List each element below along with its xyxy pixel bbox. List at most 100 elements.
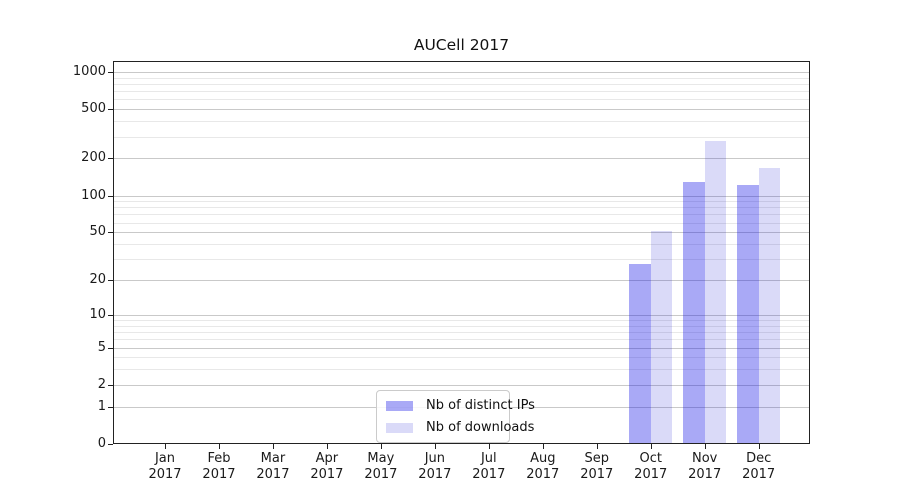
y-tick-mark: [108, 232, 113, 234]
x-tick-label: Mar 2017: [241, 451, 305, 482]
x-tick-label: Oct 2017: [619, 451, 683, 482]
x-tick-month: Nov: [692, 451, 718, 466]
y-tick-label: 200: [81, 150, 106, 166]
legend-item: Nb of distinct IPs: [386, 398, 535, 413]
x-tick-label: Aug 2017: [511, 451, 575, 482]
y-gridline-major: [114, 232, 809, 234]
x-tick-mark: [488, 444, 490, 449]
y-gridline-minor: [114, 207, 809, 209]
y-gridline-major: [114, 280, 809, 282]
y-tick-mark: [108, 406, 113, 408]
y-gridline-minor: [114, 121, 809, 123]
x-tick-month: Apr: [315, 451, 339, 466]
y-gridline-minor: [114, 339, 809, 341]
y-gridline-minor: [114, 99, 809, 101]
x-tick-mark: [272, 444, 274, 449]
y-tick-label: 5: [97, 339, 106, 355]
x-tick-year: 2017: [418, 466, 452, 482]
x-tick-year: 2017: [634, 466, 668, 482]
y-tick-mark: [108, 314, 113, 316]
x-tick-mark: [165, 444, 166, 449]
y-gridline-minor: [114, 259, 809, 261]
bar-downloads-nov: [704, 141, 727, 443]
x-tick-month: Jun: [424, 451, 445, 466]
y-gridline-major: [114, 347, 809, 349]
y-tick-mark: [108, 444, 113, 445]
x-tick-mark: [542, 444, 544, 449]
y-gridline-minor: [114, 332, 809, 334]
x-tick-mark: [326, 444, 328, 449]
x-tick-year: 2017: [742, 466, 776, 482]
x-tick-mark: [758, 444, 760, 449]
x-tick-month: Jan: [154, 451, 176, 466]
x-tick-year: 2017: [688, 466, 722, 482]
x-tick-label: Jun 2017: [403, 451, 467, 482]
bar-downloads-oct: [650, 231, 673, 443]
bar-downloads-dec: [758, 168, 781, 443]
y-gridline-major: [114, 314, 809, 316]
y-gridline-minor: [114, 244, 809, 246]
x-tick-label: Nov 2017: [673, 451, 737, 482]
x-tick-year: 2017: [580, 466, 614, 482]
y-gridline-minor: [114, 91, 809, 93]
x-tick-month: May: [367, 451, 395, 466]
x-tick-label: Dec 2017: [727, 451, 791, 482]
y-gridline-major: [114, 195, 809, 197]
y-gridline-minor: [114, 214, 809, 216]
x-tick-mark: [704, 444, 706, 449]
x-tick-label: Jul 2017: [457, 451, 521, 482]
x-tick-label: Apr 2017: [295, 451, 359, 482]
bar-distinct-ips-oct: [629, 264, 651, 443]
x-tick-mark: [596, 444, 598, 449]
x-tick-month: Oct: [639, 451, 662, 466]
x-tick-mark: [650, 444, 652, 449]
y-tick-mark: [108, 195, 113, 197]
x-tick-mark: [434, 444, 436, 449]
legend-item: Nb of downloads: [386, 420, 534, 435]
y-gridline-minor: [114, 357, 809, 359]
y-gridline-minor: [114, 325, 809, 327]
y-gridline-major: [114, 158, 809, 160]
x-tick-year: 2017: [472, 466, 506, 482]
x-tick-year: 2017: [148, 466, 182, 482]
y-gridline-minor: [114, 136, 809, 138]
x-tick-label: Feb 2017: [187, 451, 251, 482]
y-gridline-major: [114, 384, 809, 386]
legend-swatch-distinct-ips: [386, 400, 413, 411]
y-tick-label: 10: [89, 306, 106, 322]
x-tick-month: Aug: [530, 451, 556, 466]
x-tick-month: Dec: [746, 451, 772, 466]
plot-area: Nb of distinct IPs Nb of downloads: [113, 61, 810, 444]
y-gridline-minor: [114, 369, 809, 371]
x-tick-month: Sep: [584, 451, 609, 466]
x-tick-month: Jul: [480, 451, 497, 466]
y-tick-mark: [108, 280, 113, 282]
y-tick-mark: [108, 384, 113, 386]
x-tick-label: May 2017: [349, 451, 413, 482]
y-gridline-minor: [114, 201, 809, 203]
y-tick-mark: [108, 72, 113, 73]
y-tick-label: 50: [89, 224, 106, 240]
y-gridline-minor: [114, 222, 809, 224]
y-tick-label: 2: [97, 376, 106, 392]
x-tick-mark: [380, 444, 382, 449]
y-tick-label: 500: [81, 101, 106, 117]
legend-label: Nb of downloads: [426, 420, 535, 435]
y-gridline-major: [114, 72, 809, 73]
x-tick-year: 2017: [202, 466, 236, 482]
y-gridline-major: [114, 109, 809, 111]
y-tick-label: 100: [81, 187, 106, 203]
y-tick-mark: [108, 347, 113, 349]
y-gridline-minor: [114, 320, 809, 322]
legend: Nb of distinct IPs Nb of downloads: [376, 390, 535, 443]
x-tick-label: Sep 2017: [565, 451, 629, 482]
x-tick-year: 2017: [364, 466, 398, 482]
x-tick-mark: [218, 444, 220, 449]
bar-distinct-ips-dec: [737, 185, 759, 443]
x-tick-month: Feb: [207, 451, 231, 466]
legend-swatch-downloads: [386, 422, 413, 433]
y-tick-label: 1000: [72, 64, 106, 79]
x-tick-label: Jan 2017: [133, 451, 197, 482]
legend-label: Nb of distinct IPs: [426, 398, 535, 413]
